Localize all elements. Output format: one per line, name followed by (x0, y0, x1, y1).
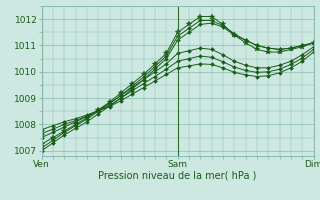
X-axis label: Pression niveau de la mer( hPa ): Pression niveau de la mer( hPa ) (99, 171, 257, 181)
